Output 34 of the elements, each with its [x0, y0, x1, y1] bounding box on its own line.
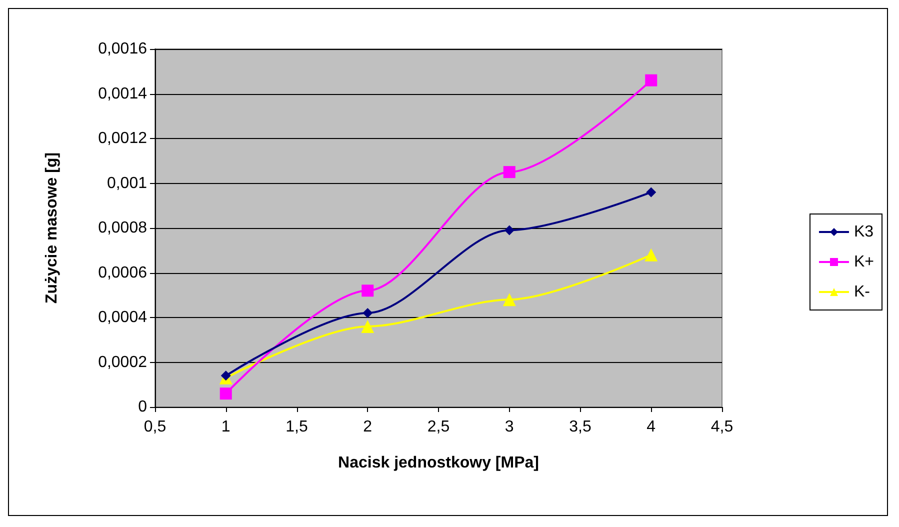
x-tick-label: 4	[646, 418, 656, 436]
point	[220, 388, 232, 400]
point	[362, 284, 374, 297]
x-tick-label: 2,5	[427, 418, 450, 436]
y-tick-label: 0,0004	[98, 309, 148, 326]
x-tick-label: 1,5	[286, 418, 308, 436]
y-tick-label: 0,0006	[98, 264, 148, 282]
legend-label: K-	[854, 284, 870, 300]
point	[502, 293, 516, 306]
legend-label: K+	[854, 254, 874, 270]
point	[362, 308, 373, 318]
y-axis-title: Zużycie masowe [g]	[44, 152, 60, 304]
point	[220, 370, 231, 381]
x-tick-label: 0,5	[144, 418, 166, 436]
x-tick-label: 3	[504, 418, 514, 436]
y-tick-label: 0,0016	[98, 40, 148, 58]
y-tick-label: 0	[138, 398, 148, 416]
y-tick-label: 0,0014	[98, 85, 148, 102]
y-tick-label: 0,0002	[98, 354, 148, 371]
y-tick-label: 0,0008	[98, 220, 148, 236]
x-tick-label: 3,5	[569, 418, 592, 436]
point	[503, 166, 516, 178]
x-tick-label: 4,5	[710, 418, 734, 436]
point	[646, 187, 656, 198]
point	[504, 225, 514, 236]
y-tick-label: 0,0012	[98, 130, 148, 147]
y-tick-label: 0,001	[106, 174, 148, 192]
x-tick-label: 1	[221, 418, 230, 436]
x-axis-title: Nacisk jednostkowy [MPa]	[338, 454, 539, 472]
point	[645, 74, 658, 86]
x-tick-label: 2	[363, 418, 372, 436]
point	[361, 320, 374, 333]
point	[644, 248, 658, 262]
legend-label: K3	[854, 224, 874, 240]
